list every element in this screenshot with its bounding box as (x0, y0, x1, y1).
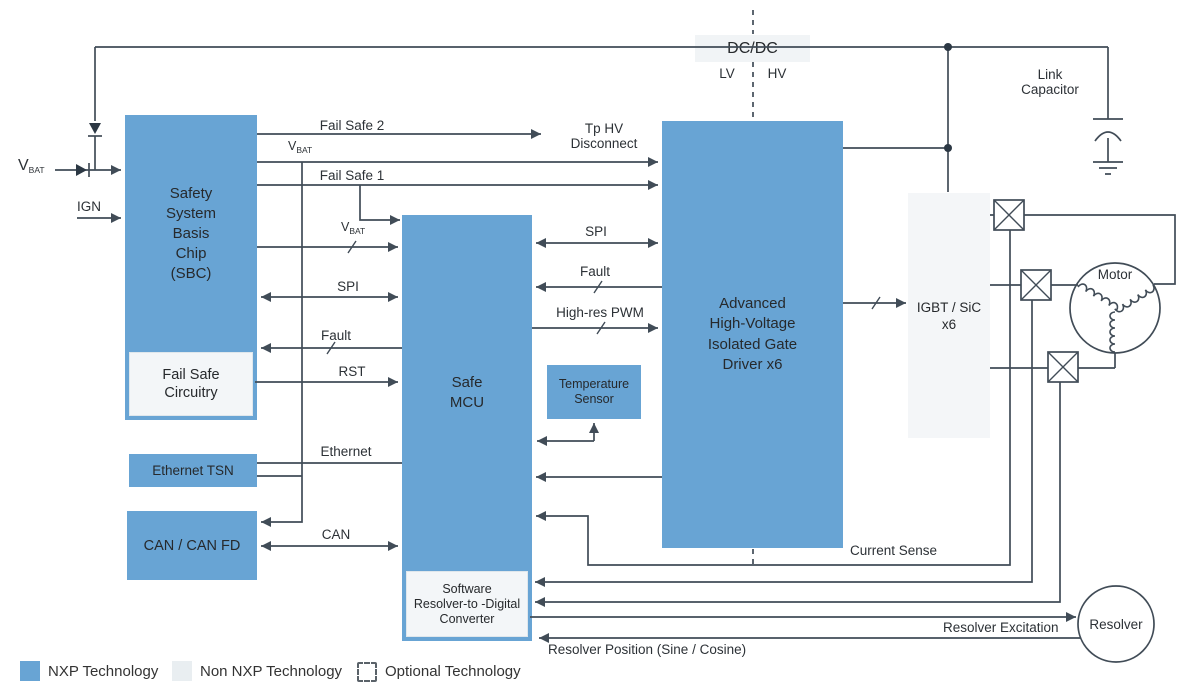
ethernet-label: Ethernet (320, 444, 372, 459)
motor-label: Motor (1097, 267, 1133, 282)
legend-nxp-label: NXP Technology (48, 663, 159, 680)
igbt-sic-block: IGBT / SiC x6 (908, 193, 990, 438)
legend-optional-label: Optional Technology (385, 663, 521, 680)
lv-label: LV (719, 66, 735, 81)
cap-plate-curved (1094, 131, 1122, 142)
vbat-mcu-main: V (341, 220, 350, 234)
hv-label: HV (767, 66, 787, 81)
safe-mcu-label: Safe MCU (402, 215, 532, 571)
resolver-excitation-label: Resolver Excitation (943, 620, 1059, 635)
ground (1093, 161, 1123, 175)
ethernet-tsn-label: Ethernet TSN (152, 463, 234, 478)
phase1-lines (990, 214, 1176, 285)
fail-safe-circuitry-line: Circuitry (164, 385, 218, 401)
can-label: CAN (321, 527, 351, 542)
ethernet-tsn-block: Ethernet TSN (129, 454, 257, 487)
legend-optional-swatch (357, 662, 377, 682)
igbt-line: IGBT / SiC (916, 299, 982, 315)
software-rdc-block: Software Resolver-to -Digital Converter (406, 571, 528, 637)
vbat-input-label: VBAT (18, 158, 45, 178)
rdc-line: Resolver-to -Digital (413, 596, 521, 611)
spi-sbc-label: SPI (337, 279, 359, 294)
tp-hv-line: Tp HV (584, 121, 624, 136)
phase3-lines (990, 353, 1116, 369)
fault-sbc-label: Fault (320, 328, 352, 343)
gate-driver-line: Isolated Gate (707, 335, 798, 353)
vbat-dist-branch (261, 162, 303, 527)
legend-non-nxp-swatch (172, 661, 192, 681)
sbc-line: Safety (169, 184, 213, 202)
gate-driver-line: Driver x6 (722, 356, 783, 373)
vbat-mcu-label: VBAT (341, 220, 365, 239)
sbc-line: Basis (172, 224, 210, 242)
vbat-mcu-sub: BAT (349, 226, 366, 236)
dcdc-label: DC/DC (727, 39, 778, 57)
phase-switch-boxes (993, 199, 1079, 383)
mcu-line: Safe (451, 374, 483, 391)
can-label: CAN / CAN FD (143, 537, 241, 554)
tp-hv-disconnect-label: Tp HV Disconnect (571, 121, 638, 151)
gate-driver-block: Advanced High-Voltage Isolated Gate Driv… (662, 121, 843, 548)
dcdc-block: DC/DC (695, 35, 810, 62)
temperature-sensor-block: Temperature Sensor (547, 365, 641, 419)
link-cap-line: Link (1037, 67, 1063, 82)
fail-safe-circuitry-block: Fail Safe Circuitry (129, 352, 253, 416)
vbat-bus-sub: BAT (296, 145, 313, 155)
fail-safe-circuitry-line: Fail Safe (162, 367, 220, 383)
vbat-bus-label: VBAT (288, 139, 312, 158)
fault-gd-label: Fault (579, 264, 611, 279)
junction-dots (944, 43, 952, 152)
tp-hv-line: Disconnect (570, 136, 638, 151)
motor-windings (1077, 283, 1155, 353)
current-sense-label: Current Sense (850, 543, 938, 558)
link-cap-line: Capacitor (1021, 82, 1079, 97)
temp-sensor-line: Sensor (574, 392, 614, 406)
vbat-sub: BAT (28, 165, 45, 175)
sbc-line: Chip (175, 244, 207, 262)
pwm-label: High-res PWM (556, 305, 644, 320)
diode-symbols (76, 123, 101, 176)
mcu-line: MCU (449, 394, 485, 411)
rst-label: RST (338, 364, 366, 379)
legend-nxp-swatch (20, 661, 40, 681)
can-block: CAN / CAN FD (127, 511, 257, 580)
sbc-line: System (165, 204, 216, 222)
legend-non-nxp-label: Non NXP Technology (200, 663, 343, 680)
sbc-label: Safety System Basis Chip (SBC) (125, 115, 257, 352)
fail-safe-1-branch (359, 185, 400, 225)
safe-mcu-block: Safe MCU Software Resolver-to -Digital C… (402, 215, 532, 641)
link-capacitor-label: Link Capacitor (1021, 67, 1079, 97)
resolver-label: Resolver (1089, 617, 1143, 632)
igbt-line: x6 (941, 316, 957, 332)
vbat-bus-main: V (288, 139, 297, 153)
temp-sensor-line: Temperature (558, 377, 630, 391)
sbc-line: (SBC) (170, 264, 212, 282)
vbat-main: V (18, 157, 29, 174)
rdc-line: Software (442, 581, 492, 596)
resolver-position-label: Resolver Position (Sine / Cosine) (548, 642, 747, 657)
fail-safe-1-label: Fail Safe 1 (319, 168, 385, 183)
gate-driver-line: Advanced (719, 294, 786, 312)
ign-label: IGN (76, 199, 102, 214)
fail-safe-2-label: Fail Safe 2 (319, 118, 385, 133)
gate-driver-line: High-Voltage (709, 315, 796, 332)
spi-gd-label: SPI (585, 224, 607, 239)
sbc-block: Safety System Basis Chip (SBC) Fail Safe… (125, 115, 257, 420)
rdc-line: Converter (439, 611, 495, 626)
